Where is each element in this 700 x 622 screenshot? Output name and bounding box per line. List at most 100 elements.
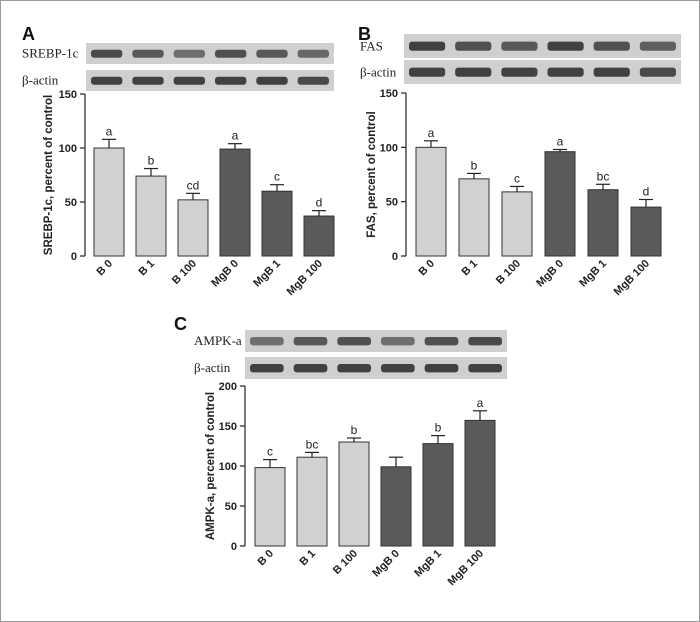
western-blot	[404, 34, 681, 58]
blot-label: β-actin	[194, 360, 231, 375]
bar-b-0	[93, 147, 125, 257]
bar-mgb-100	[630, 206, 662, 257]
x-category-label: MgB 0	[209, 258, 241, 290]
western-blot	[245, 330, 507, 352]
blot-band	[468, 337, 502, 346]
y-tick-label: 100	[380, 142, 398, 154]
panel-letter: C	[174, 314, 187, 334]
y-tick-label: 0	[71, 251, 77, 263]
x-category-label: B 1	[298, 548, 319, 569]
y-tick-label: 150	[59, 89, 77, 101]
blot-band	[547, 67, 584, 77]
blot-band	[250, 337, 284, 346]
blot-band	[501, 67, 538, 77]
blot-label: AMPK-a	[194, 333, 242, 348]
blot-band	[593, 67, 630, 77]
blot-band	[293, 337, 328, 346]
blot-band	[215, 76, 247, 85]
significance-label: d	[643, 184, 650, 198]
blot-band	[215, 49, 247, 58]
significance-label: a	[106, 124, 113, 138]
significance-label: a	[477, 396, 484, 410]
y-tick-label: 50	[225, 501, 237, 513]
significance-label: c	[514, 171, 520, 185]
blot-band	[409, 67, 446, 77]
blot-band	[381, 364, 415, 373]
x-category-label: B 100	[170, 258, 199, 287]
x-category-label: B 0	[256, 548, 277, 569]
significance-label: a	[557, 135, 564, 149]
blot-band	[91, 49, 123, 58]
y-tick-label: 0	[231, 541, 237, 553]
x-category-label: MgB 1	[412, 548, 444, 580]
blot-band	[455, 41, 492, 51]
western-blot	[404, 60, 681, 84]
x-category-label: MgB 100	[446, 548, 486, 588]
significance-label: d	[316, 196, 323, 210]
significance-label: c	[267, 445, 273, 459]
bar-b-100	[501, 191, 533, 257]
blot-band	[256, 49, 288, 58]
blot-band	[337, 337, 371, 346]
y-tick-label: 50	[65, 197, 77, 209]
blot-band	[256, 76, 288, 85]
blot-label: β-actin	[22, 72, 59, 87]
blot-band	[173, 49, 205, 58]
bar-mgb-100	[303, 215, 335, 257]
blot-band	[250, 364, 284, 373]
y-tick-label: 100	[219, 461, 237, 473]
significance-label: b	[148, 154, 155, 168]
bar-b-100	[177, 199, 209, 257]
blot-label: SREBP-1c	[22, 45, 79, 60]
significance-label: a	[428, 126, 435, 140]
significance-label: b	[435, 421, 442, 435]
significance-label: b	[351, 423, 358, 437]
x-category-label: B 1	[460, 258, 481, 279]
y-tick-label: 100	[59, 143, 77, 155]
x-category-label: B 100	[494, 258, 523, 287]
x-category-label: B 0	[95, 258, 116, 279]
x-category-label: MgB 0	[534, 258, 566, 290]
bar-b-1	[458, 178, 490, 257]
x-category-label: MgB 1	[251, 258, 283, 290]
x-category-label: MgB 100	[285, 258, 325, 298]
y-tick-label: 150	[380, 88, 398, 100]
bar-b-0	[254, 467, 286, 547]
x-category-label: B 100	[331, 548, 360, 577]
blot-band	[297, 49, 329, 58]
x-category-label: B 1	[137, 258, 158, 279]
blot-band	[593, 41, 630, 51]
bar-mgb-1	[587, 189, 619, 257]
bar-mgb-0	[544, 151, 576, 257]
y-tick-label: 150	[219, 421, 237, 433]
western-blot	[245, 357, 507, 379]
blot-background	[245, 357, 507, 379]
x-category-label: MgB 0	[370, 548, 402, 580]
blot-band	[424, 337, 459, 346]
bar-b-100	[338, 441, 370, 547]
blot-band	[132, 76, 164, 85]
blot-background	[86, 43, 334, 64]
y-tick-label: 200	[219, 381, 237, 393]
blot-band	[468, 364, 502, 373]
blot-background	[404, 60, 681, 84]
blot-band	[639, 67, 676, 77]
blot-band	[337, 364, 371, 373]
x-category-label: B 0	[417, 258, 438, 279]
y-axis-label: FAS, percent of control	[366, 111, 378, 238]
blot-background	[86, 70, 334, 91]
blot-band	[455, 67, 492, 77]
blot-band	[173, 76, 205, 85]
bar-mgb-1	[261, 190, 293, 257]
bar-mgb-0	[380, 466, 412, 547]
panel-letter: B	[358, 24, 371, 44]
significance-label: bc	[597, 169, 610, 183]
significance-label: bc	[306, 437, 319, 451]
blot-background	[404, 34, 681, 58]
bar-mgb-0	[219, 148, 251, 257]
blot-band	[91, 76, 123, 85]
significance-label: a	[232, 129, 239, 143]
blot-band	[297, 76, 329, 85]
